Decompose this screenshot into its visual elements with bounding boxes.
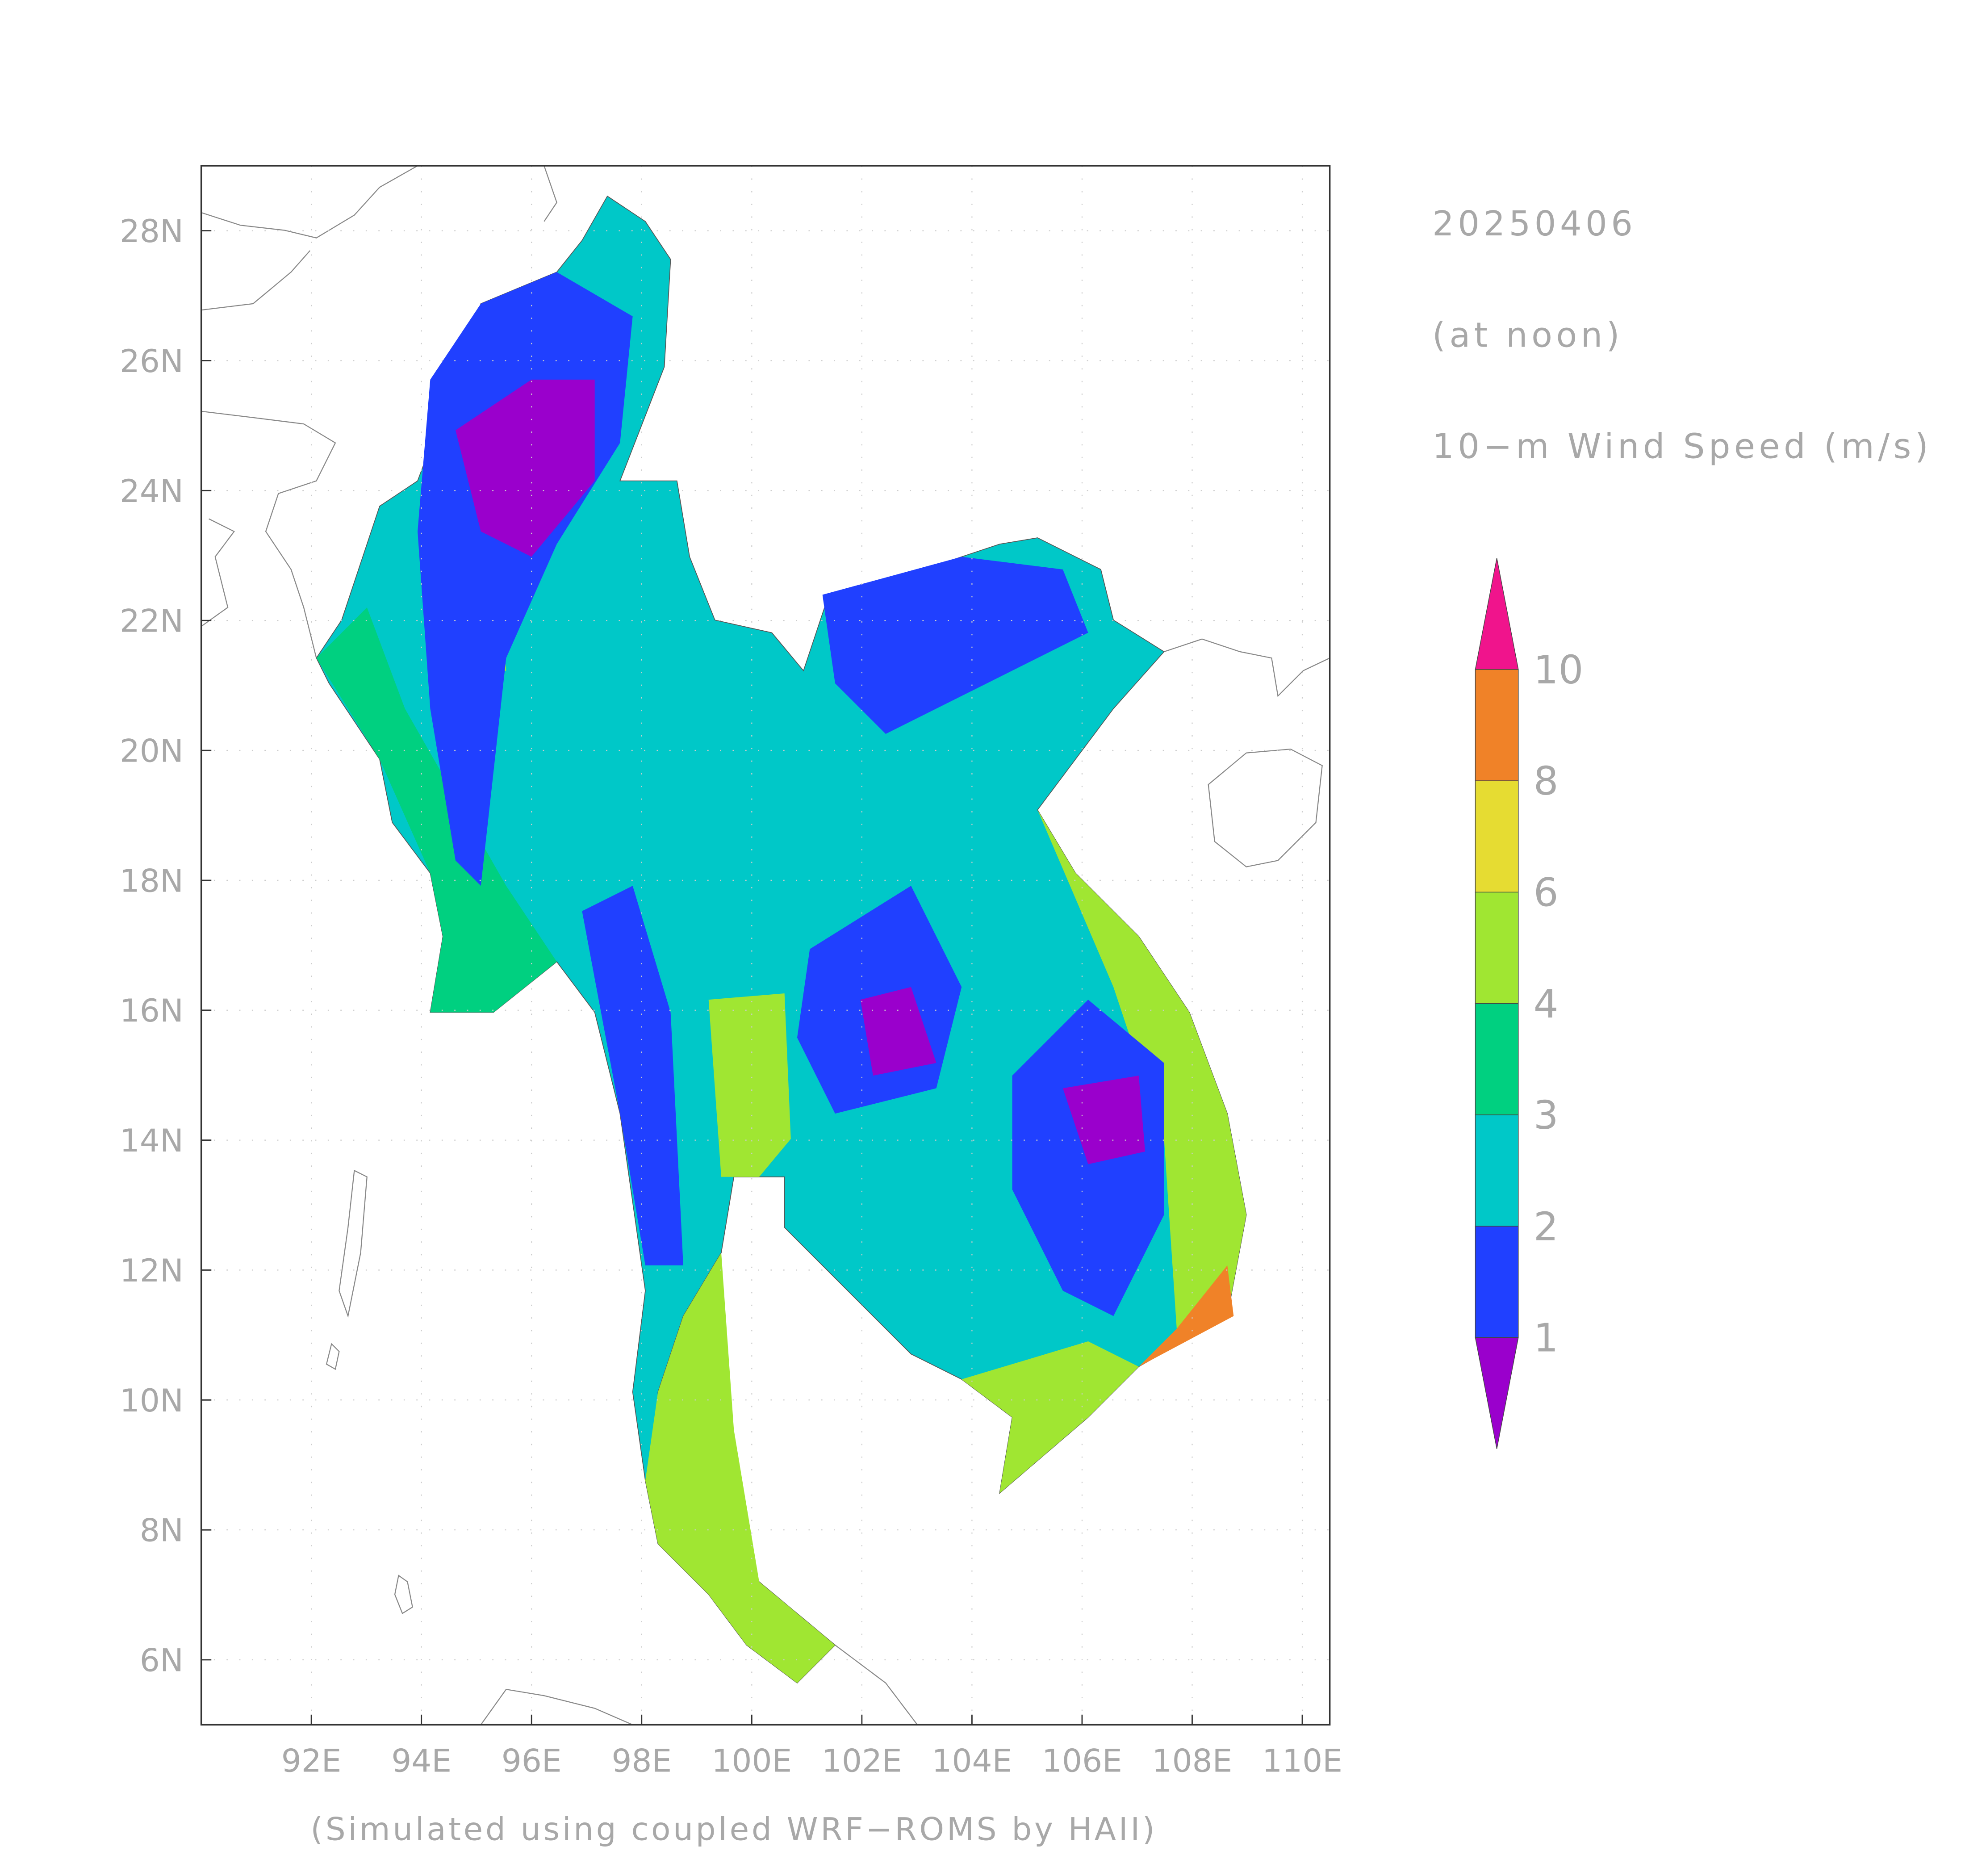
y-tick-label: 12N bbox=[120, 1252, 184, 1289]
colorbar-box bbox=[1475, 1226, 1519, 1338]
x-tick-label: 108E bbox=[1152, 1742, 1233, 1779]
x-tick-label: 102E bbox=[822, 1742, 902, 1779]
colorbar-box bbox=[1475, 892, 1519, 1004]
y-tick-label: 16N bbox=[120, 992, 184, 1029]
variable: 10−m Wind Speed (m/s) bbox=[1432, 427, 1932, 467]
y-tick-label: 10N bbox=[120, 1382, 184, 1419]
colorbar-over bbox=[1475, 558, 1519, 670]
x-tick-label: 92E bbox=[281, 1742, 342, 1779]
x-tick-label: 100E bbox=[711, 1742, 792, 1779]
x-tick-label: 98E bbox=[611, 1742, 672, 1779]
colorbar-box bbox=[1475, 1114, 1519, 1227]
y-tick-label: 24N bbox=[120, 473, 184, 510]
colorbar-label: 1 bbox=[1534, 1315, 1559, 1361]
x-tick-label: 106E bbox=[1042, 1742, 1122, 1779]
colorbar-label: 2 bbox=[1534, 1203, 1559, 1249]
x-tick-label: 104E bbox=[932, 1742, 1012, 1779]
colorbar: 1 2 3 4 6 8 10 bbox=[1475, 558, 1584, 1449]
y-tick-label: 26N bbox=[120, 343, 184, 380]
credit: (Simulated using coupled WRF−ROMS by HAI… bbox=[310, 1810, 1157, 1847]
colorbar-under bbox=[1475, 1337, 1519, 1449]
y-tick-label: 28N bbox=[120, 213, 184, 250]
colorbar-label: 8 bbox=[1534, 758, 1559, 804]
time: (at noon) bbox=[1432, 315, 1623, 355]
colorbar-label: 10 bbox=[1534, 647, 1584, 693]
colorbar-box bbox=[1475, 780, 1519, 893]
colorbar-box bbox=[1475, 669, 1519, 781]
colorbar-label: 3 bbox=[1534, 1092, 1559, 1138]
y-tick-label: 6N bbox=[140, 1642, 184, 1679]
x-tick-label: 94E bbox=[391, 1742, 452, 1779]
y-tick-label: 8N bbox=[140, 1512, 184, 1549]
y-tick-label: 14N bbox=[120, 1122, 184, 1159]
y-tick-label: 22N bbox=[120, 603, 184, 640]
coastline bbox=[201, 165, 1330, 1725]
wind-field bbox=[201, 165, 1330, 1725]
colorbar-box bbox=[1475, 1003, 1519, 1115]
map-frame bbox=[200, 165, 1331, 1726]
colorbar-label: 6 bbox=[1534, 869, 1559, 915]
date: 20250406 bbox=[1432, 204, 1636, 244]
y-tick-label: 18N bbox=[120, 862, 184, 899]
x-tick-label: 110E bbox=[1262, 1742, 1342, 1779]
colorbar-label: 4 bbox=[1534, 981, 1559, 1027]
axes: 92E 94E 96E 98E 100E 102E 104E 106E 108E 110E 6N 8N… bbox=[120, 213, 1342, 1779]
x-tick-label: 96E bbox=[502, 1742, 562, 1779]
y-tick-label: 20N bbox=[120, 732, 184, 769]
